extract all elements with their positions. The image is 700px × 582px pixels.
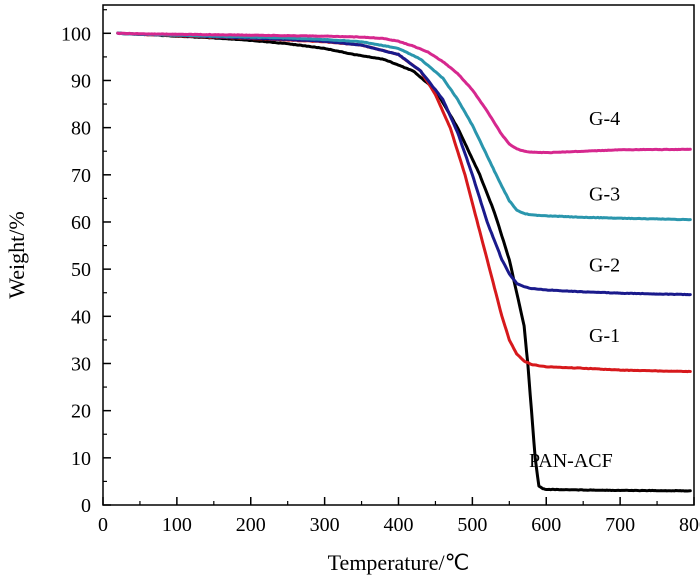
series-line-g-3 [116, 31, 692, 222]
series-layer [116, 31, 692, 493]
y-tick-label: 90 [71, 70, 91, 92]
x-axis-title: Temperature/℃ [328, 550, 470, 575]
y-tick-label: 60 [71, 212, 91, 234]
series-line-g-4 [116, 31, 692, 155]
x-tick-label: 600 [531, 514, 561, 536]
axes-layer [102, 9, 695, 506]
y-axis-title: Weight/% [4, 211, 29, 298]
x-tick-label: 500 [457, 514, 487, 536]
x-tick-label: 800 [679, 514, 700, 536]
y-tick-label: 10 [71, 448, 91, 470]
series-label-g-4: G-4 [589, 108, 620, 130]
y-tick-label: 20 [71, 401, 91, 423]
x-tick-label: 100 [162, 514, 192, 536]
series-label-g-1: G-1 [589, 325, 620, 347]
y-tick-label: 70 [71, 165, 91, 187]
x-tick-label: 300 [310, 514, 340, 536]
y-tick-label: 30 [71, 353, 91, 375]
x-tick-label: 400 [384, 514, 414, 536]
x-tick-label: 0 [98, 514, 108, 536]
y-tick-label: 0 [81, 495, 91, 517]
series-label-pan-acf: PAN-ACF [529, 450, 613, 472]
y-tick-label: 100 [61, 23, 91, 45]
x-tick-label: 700 [605, 514, 635, 536]
y-tick-label: 40 [71, 306, 91, 328]
y-tick-label: 80 [71, 118, 91, 140]
labels-layer: 0 100 200 300 400 500 600 700 800 0 10 20 30 40 50 60 70… [61, 23, 700, 536]
series-label-g-3: G-3 [589, 184, 620, 206]
series-label-g-2: G-2 [589, 254, 620, 276]
x-tick-label: 200 [236, 514, 266, 536]
y-tick-label: 50 [71, 259, 91, 281]
